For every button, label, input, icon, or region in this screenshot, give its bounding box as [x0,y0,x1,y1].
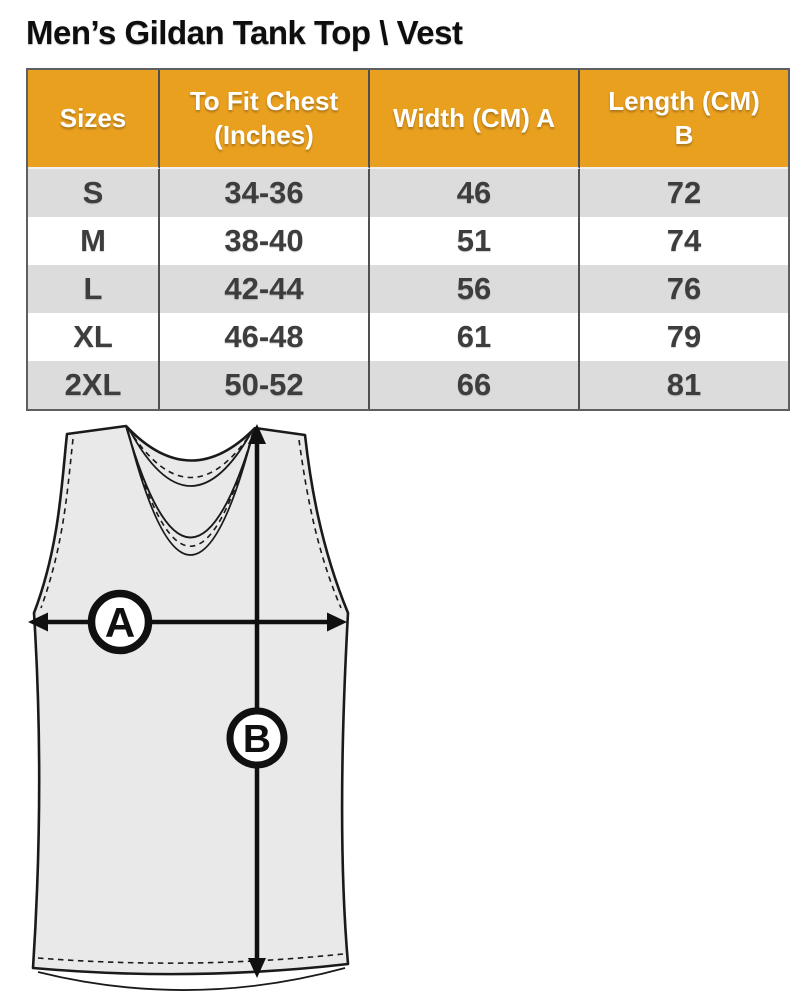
length-cell: 72 [580,169,788,217]
marker-a-label: A [105,599,135,646]
column-header-length: Length (CM) B [580,70,788,169]
width-cell: 51 [370,217,580,265]
width-cell: 46 [370,169,580,217]
arrow-head-down [248,958,266,978]
hem-stitch-line [37,953,344,964]
length-cell: 74 [580,217,788,265]
back-neck-stitch-line [127,427,254,479]
back-neck-seam [128,428,253,487]
arrow-head-left [28,612,48,632]
chest-cell: 38-40 [160,217,370,265]
length-cell: 76 [580,265,788,313]
width-cell: 61 [370,313,580,361]
arrow-head-right [327,612,347,632]
front-neck-stitch-line [126,426,255,548]
size-cell: 2XL [28,361,160,409]
column-header-chest: To Fit Chest (Inches) [160,70,370,169]
length-cell: 79 [580,313,788,361]
front-neck-seam [126,426,255,556]
table-row: 2XL 50-52 66 81 [28,361,788,409]
chest-cell: 34-36 [160,169,370,217]
chest-cell: 46-48 [160,313,370,361]
chest-cell: 42-44 [160,265,370,313]
measurement-a-marker: A [87,589,153,655]
table-header-row: Sizes To Fit Chest (Inches) Width (CM) A… [28,70,788,169]
length-cell: 81 [580,361,788,409]
column-header-width: Width (CM) A [370,70,580,169]
width-cell: 66 [370,361,580,409]
tank-top-outline [31,424,350,976]
table-row: S 34-36 46 72 [28,169,788,217]
size-cell: XL [28,313,160,361]
arrow-head-up [248,424,266,444]
marker-b-label: B [243,718,271,761]
size-cell: M [28,217,160,265]
table-row: M 38-40 51 74 [28,217,788,265]
tank-top-diagram: A B [28,424,350,991]
hem-fold-line [37,967,346,991]
column-header-sizes: Sizes [28,70,160,169]
length-arrow [248,424,266,978]
table-row: XL 46-48 61 79 [28,313,788,361]
size-cell: S [28,169,160,217]
measurement-b-marker: B [226,707,288,769]
size-cell: L [28,265,160,313]
front-neck-edge [125,425,256,539]
width-cell: 56 [370,265,580,313]
page-title: Men’s Gildan Tank Top \ Vest [26,14,463,51]
table-row: L 42-44 56 76 [28,265,788,313]
size-chart-table: Sizes To Fit Chest (Inches) Width (CM) A… [26,68,790,411]
chest-cell: 50-52 [160,361,370,409]
